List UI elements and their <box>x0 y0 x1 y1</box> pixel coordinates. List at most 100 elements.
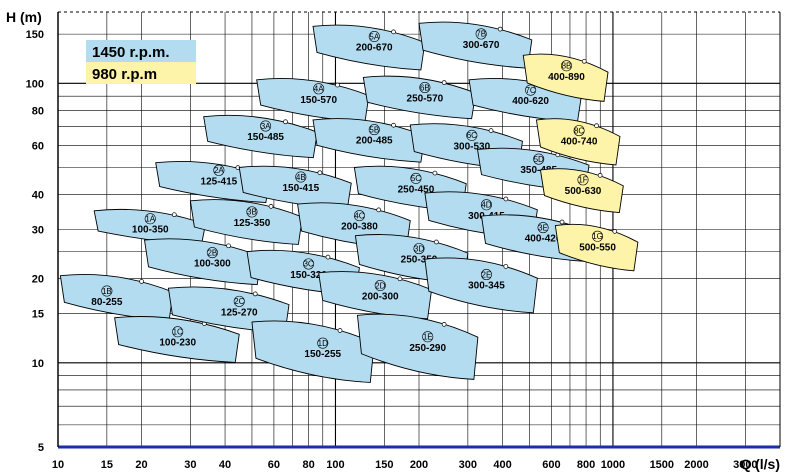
pump-id-label: 8B <box>562 62 572 71</box>
pump-model-label: 200-670 <box>356 43 393 54</box>
pump-id-label: 3D <box>414 244 424 253</box>
bep-marker <box>226 243 231 249</box>
pump-id-label: 4B <box>296 173 306 182</box>
bep-marker <box>268 204 274 209</box>
pump-model-label: 125-270 <box>221 307 258 318</box>
pump-id-label: 3A <box>261 122 271 131</box>
bep-marker <box>503 264 509 269</box>
legend-label: 1450 r.p.m. <box>92 44 170 61</box>
y-tick-label: 40 <box>32 190 44 202</box>
x-axis-label: Q (l/s) <box>740 456 780 472</box>
pump-id-label: 1D <box>318 339 328 348</box>
pump-id-label: 2E <box>482 270 492 279</box>
pump-id-label: 6C <box>467 131 477 140</box>
bep-marker <box>252 291 258 297</box>
pump-id-label: 3B <box>247 208 257 217</box>
x-tick-label: 300 <box>459 459 477 471</box>
bep-marker <box>391 29 396 35</box>
y-tick-label: 60 <box>32 140 44 152</box>
pump-model-label: 350-485 <box>520 165 557 176</box>
x-tick-label: 600 <box>542 459 560 471</box>
x-tick-label: 200 <box>410 459 428 471</box>
pump-id-circle <box>410 172 422 184</box>
pump-tile <box>251 320 375 383</box>
pump-id-circle <box>295 171 307 183</box>
pump-tile <box>539 168 624 214</box>
bep-marker <box>139 279 144 284</box>
x-tick-label: 2000 <box>684 459 708 471</box>
y-tick-label: 30 <box>32 225 44 237</box>
x-tick-label: 10 <box>52 459 64 471</box>
x-tick-label: 3000 <box>733 459 757 471</box>
pump-model-label: 125-415 <box>201 176 238 187</box>
pump-id-label: 2D <box>375 281 385 290</box>
legend: 1450 r.p.m. 980 r.p.m <box>86 40 196 84</box>
bep-marker <box>503 196 509 202</box>
pump-id-circle <box>213 164 225 176</box>
bep-marker <box>391 122 396 128</box>
y-tick-label: 15 <box>32 309 44 321</box>
legend-swatch <box>86 62 196 84</box>
bep-marker <box>317 170 323 176</box>
pump-id-circle <box>246 206 258 218</box>
pump-model-label: 500-630 <box>565 186 602 197</box>
pump-id-circle <box>233 295 245 307</box>
legend-swatch <box>86 40 196 62</box>
pump-model-label: 150-255 <box>304 349 341 360</box>
pump-id-circle <box>368 31 380 43</box>
pump-tile <box>424 257 538 314</box>
pump-id-label: 3C <box>303 260 313 269</box>
y-tick-label: 5 <box>38 442 44 454</box>
pump-tile <box>318 271 433 320</box>
pump-model-label: 150-320 <box>290 270 327 281</box>
plot-frame <box>57 11 781 449</box>
x-tick-label: 60 <box>268 459 280 471</box>
pump-id-circle <box>413 243 425 255</box>
x-tick-label: 40 <box>219 459 231 471</box>
pump-id-label: 1C <box>173 328 183 337</box>
pump-id-circle <box>592 230 604 242</box>
pump-id-circle <box>260 120 272 132</box>
pump-id-label: 4D <box>481 201 491 210</box>
pump-id-label: 7B <box>476 30 486 39</box>
bep-marker <box>612 229 618 234</box>
x-tick-label: 400 <box>493 459 511 471</box>
pump-tile <box>522 53 609 102</box>
pump-id-label: 1B <box>102 287 112 296</box>
pump-id-circle <box>573 125 585 137</box>
pump-model-label: 500-550 <box>579 242 616 253</box>
pump-id-label: 1G <box>592 232 603 241</box>
pump-id-label: 5D <box>534 155 544 164</box>
y-tick-label: 100 <box>26 78 44 90</box>
pump-id-circle <box>172 326 184 338</box>
bep-marker <box>171 212 177 218</box>
tick-labels: 10 15 20 30 40 60 80 100 150 200 300 400 600 800 1000 1… <box>26 29 758 471</box>
pump-model-label: 150-485 <box>247 132 284 143</box>
pump-id-label: 5C <box>411 174 421 183</box>
pump-model-label: 200-380 <box>341 222 378 233</box>
legend-label: 980 r.p.m <box>92 66 157 83</box>
y-tick-label: 80 <box>32 105 44 117</box>
pump-model-label: 300-345 <box>468 281 505 292</box>
pump-model-label: 150-570 <box>300 95 337 106</box>
pump-id-circle <box>577 174 589 186</box>
pump-tile <box>189 199 303 245</box>
pump-id-circle <box>480 199 492 211</box>
pump-model-label: 400-620 <box>512 96 549 107</box>
x-tick-label: 20 <box>135 459 147 471</box>
pump-id-label: 1A <box>145 215 155 224</box>
pump-id-label: 8C <box>574 126 584 135</box>
pump-id-label: 2C <box>234 297 244 306</box>
pump-model-label: 125-350 <box>234 218 271 229</box>
y-tick-label: 20 <box>32 274 44 286</box>
x-tick-label: 30 <box>184 459 196 471</box>
pump-id-circle <box>466 129 478 141</box>
pump-id-label: 2B <box>207 248 217 257</box>
pump-model-label: 200-300 <box>362 292 399 303</box>
pump-model-label: 200-485 <box>356 136 393 147</box>
pump-id-label: 3E <box>538 223 548 232</box>
pump-tile <box>312 118 426 163</box>
bep-marker <box>581 58 587 64</box>
pump-id-label: 4A <box>314 85 324 94</box>
